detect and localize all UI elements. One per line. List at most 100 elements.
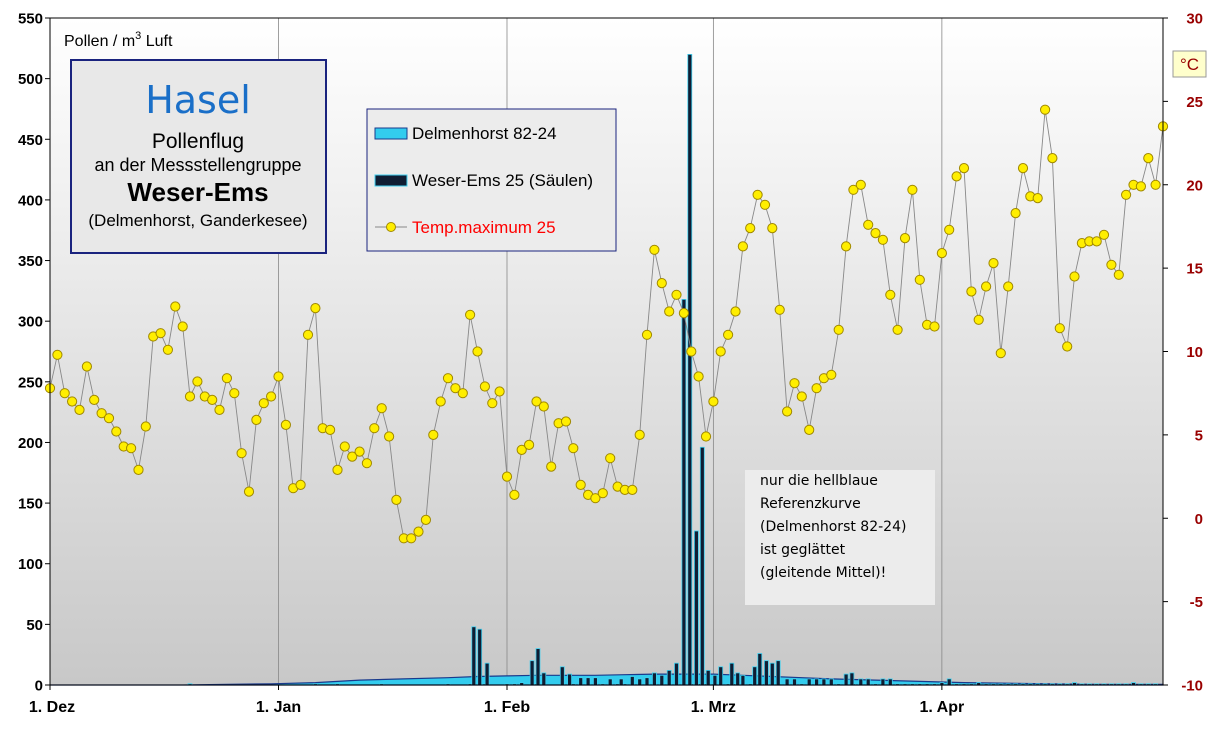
y2-unit-box (1172, 50, 1207, 78)
temperature-point (892, 324, 903, 335)
y-tick-label: 200 (18, 435, 43, 452)
temperature-point (693, 371, 704, 382)
temperature-point (752, 189, 763, 200)
temperature-series (44, 104, 1169, 544)
temperature-point (848, 184, 859, 195)
temperature-point (1040, 104, 1051, 115)
temperature-point (177, 321, 188, 332)
x-tick-label: 1. Feb (484, 699, 530, 716)
temperature-point (1106, 259, 1117, 270)
note-line-5: (gleitende Mittel)! (760, 565, 886, 581)
temperature-point (59, 388, 70, 399)
temperature-point (457, 388, 468, 399)
temperature-point (1143, 153, 1154, 164)
temperature-point (266, 391, 277, 402)
pollen-bars (187, 54, 1158, 686)
note-line-3: (Delmenhorst 82-24) (760, 519, 906, 535)
temperature-point (413, 526, 424, 537)
temperature-point (391, 494, 402, 505)
temperature-point (192, 376, 203, 387)
temperature-point (155, 328, 166, 339)
temperature-point (236, 448, 247, 459)
y2-tick-label: 5 (1195, 427, 1203, 444)
pollen-bar (593, 677, 598, 686)
temperature-point (1010, 208, 1021, 219)
temperature-point (590, 493, 601, 504)
pollen-bar (484, 662, 490, 686)
temperature-point (782, 406, 793, 417)
pollen-bar (699, 446, 705, 686)
legend-label-reference: Delmenhorst 82-24 (412, 124, 557, 143)
pollen-bar (784, 678, 790, 686)
pollen-bar (843, 673, 849, 686)
y2-tick-label: 15 (1186, 261, 1203, 278)
y2-tick-label: -5 (1190, 594, 1203, 611)
temperature-point (597, 488, 608, 499)
temperature-point (546, 461, 557, 472)
pollen-bar (541, 672, 547, 686)
temperature-point (74, 404, 85, 415)
temperature-point (649, 244, 660, 255)
pollen-bar (828, 678, 834, 686)
temperature-point (221, 373, 232, 384)
temperature-point (627, 484, 638, 495)
legend-label-bars: Weser-Ems 25 (Säulen) (412, 171, 593, 190)
pollen-bar (712, 674, 718, 686)
temperature-point (641, 329, 653, 340)
temperature-point (376, 403, 387, 414)
temperature-point (568, 443, 579, 454)
temperature-point (634, 429, 645, 440)
pollen-bar (578, 677, 584, 686)
temperature-point (759, 199, 771, 210)
y-tick-label: 400 (18, 192, 43, 209)
pollen-bar (637, 678, 643, 686)
temperature-point (354, 446, 365, 457)
y-tick-label: 250 (18, 374, 43, 391)
temperature-point (951, 171, 962, 182)
legend-marker-temp (386, 222, 396, 232)
pollen-bar (806, 678, 812, 686)
temperature-point (774, 304, 785, 315)
pollen-bar (735, 672, 741, 686)
y2-unit-label: °C (1180, 55, 1199, 74)
temperature-point (442, 373, 454, 384)
temperature-point (1069, 271, 1080, 282)
chart-subtitle-2: an der Messstellengruppe (94, 155, 301, 175)
y-tick-label: 50 (26, 617, 43, 634)
pollen-bar (729, 662, 735, 686)
pollen-bar (718, 666, 724, 686)
pollen-bar (607, 678, 613, 686)
pollen-bar (687, 54, 693, 686)
temperature-point (1054, 323, 1065, 334)
pollen-bar (681, 298, 687, 686)
temperature-point (251, 414, 262, 425)
temperature-point (273, 371, 284, 382)
temperature-point (1091, 236, 1102, 247)
pollen-bar (666, 670, 672, 686)
pollen-bar (858, 678, 864, 686)
y-tick-label: 550 (18, 11, 43, 28)
note-line-2: Referenzkurve (760, 496, 861, 512)
temperature-point (1047, 153, 1058, 164)
pollen-bar (705, 670, 711, 686)
temperature-point (664, 306, 675, 317)
y-tick-label: 300 (18, 314, 43, 331)
temperature-point (465, 309, 476, 320)
temperature-point (1017, 163, 1029, 174)
temperature-point (162, 344, 173, 355)
y2-tick-label: 10 (1186, 344, 1203, 361)
pollen-bar (887, 678, 893, 686)
y2-tick-label: 0 (1195, 511, 1203, 528)
temperature-point (258, 398, 269, 409)
pollen-bar (529, 660, 535, 686)
temperature-point (723, 329, 734, 340)
y-tick-label: 500 (18, 71, 43, 88)
temperature-point (479, 381, 490, 392)
temperature-point (67, 396, 78, 407)
pollen-bar (644, 677, 650, 686)
pollen-bar (659, 674, 665, 686)
temperature-point (207, 394, 218, 405)
x-tick-label: 1. Mrz (691, 699, 736, 716)
temperature-point (524, 439, 535, 450)
pollen-bar (585, 677, 591, 686)
